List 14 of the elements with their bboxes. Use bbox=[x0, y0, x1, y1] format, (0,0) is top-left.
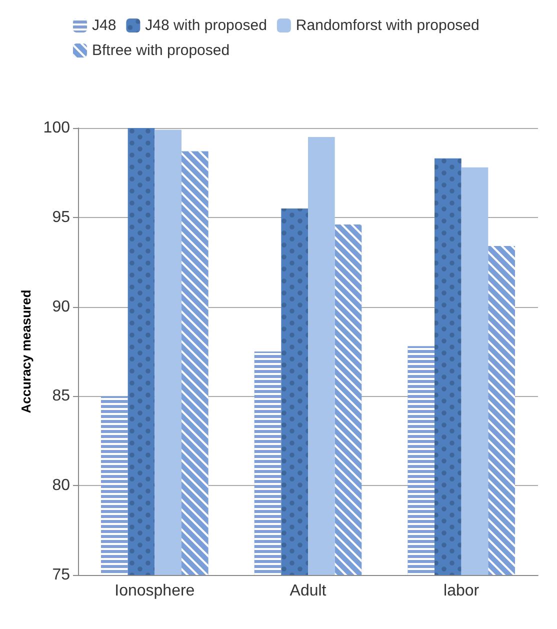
x-tick-label: Adult bbox=[290, 582, 327, 600]
y-tick-label: 85 bbox=[52, 388, 70, 405]
y-tick-label: 75 bbox=[52, 566, 70, 584]
y-tick-label: 80 bbox=[52, 477, 70, 494]
y-tick-label: 95 bbox=[52, 208, 70, 226]
y-axis-title: Accuracy measured bbox=[18, 290, 34, 414]
legend-label: J48 with proposed bbox=[145, 17, 267, 34]
x-tick-label: Ionosphere bbox=[114, 582, 195, 600]
x-tick-label: labor bbox=[444, 582, 480, 600]
y-tick-label: 90 bbox=[52, 298, 70, 316]
y-tick-label: 100 bbox=[43, 120, 70, 136]
legend-label: J48 bbox=[92, 17, 116, 34]
legend-label: Bftree with proposed bbox=[92, 42, 230, 59]
legend-label: Randomforst with proposed bbox=[296, 17, 480, 34]
